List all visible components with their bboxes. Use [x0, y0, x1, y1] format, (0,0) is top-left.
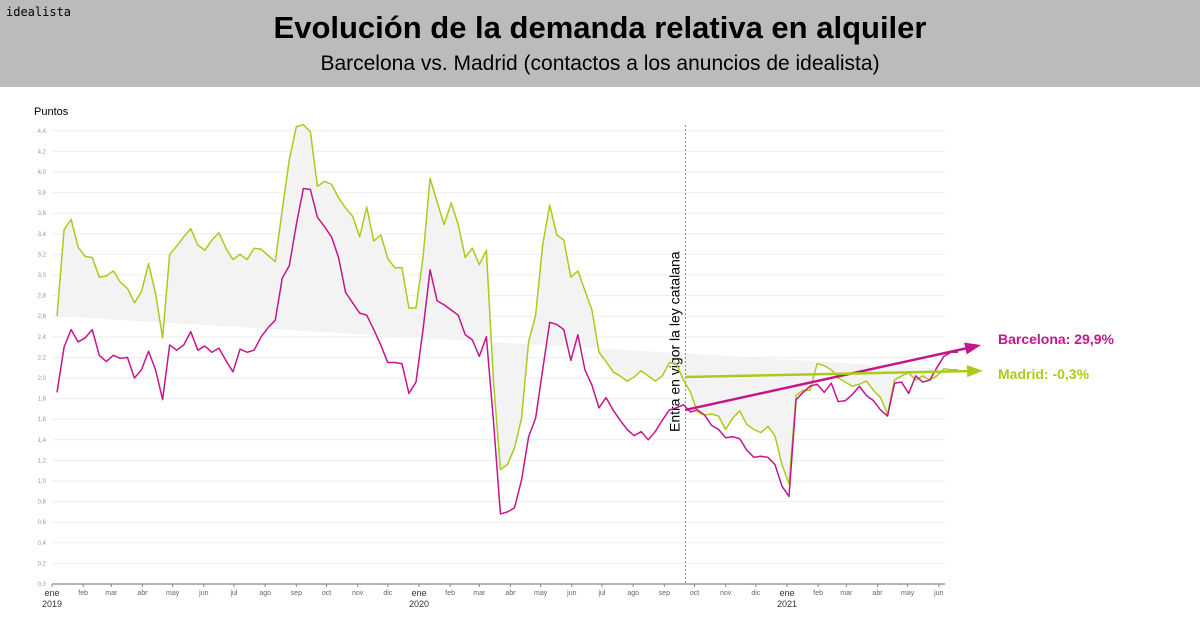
y-tick-label: 3,6	[38, 211, 47, 217]
y-tick-label: 0,4	[38, 541, 47, 547]
y-tick-label: 2,6	[38, 314, 47, 320]
x-tick-label: ago	[259, 590, 271, 597]
y-tick-label: 1,2	[38, 458, 47, 464]
y-tick-label: 3,4	[38, 232, 47, 238]
x-tick-label: oct	[322, 590, 331, 597]
trend-arrow-line	[685, 369, 968, 379]
x-tick-label: jun	[933, 590, 943, 597]
series-lines	[56, 123, 958, 515]
x-tick-label: nov	[720, 590, 732, 597]
x-tick-label: ene	[779, 588, 794, 598]
x-tick-label: abr	[137, 590, 148, 597]
x-tick-label: abr	[872, 590, 883, 597]
y-tick-label: 2,8	[38, 294, 47, 300]
x-tick-label: mar	[840, 590, 853, 597]
area-fill	[57, 124, 958, 485]
x-tick-label: dic	[751, 590, 760, 597]
area-between-series	[57, 124, 958, 485]
x-tick-label: ene	[411, 588, 426, 598]
y-tick-label: 1,0	[38, 479, 47, 485]
x-tick-label: jul	[597, 590, 605, 597]
x-tick-label: sep	[291, 590, 302, 597]
y-axis-label: Puntos	[34, 106, 69, 118]
legend-label-madrid: Madrid: -0,3%	[998, 366, 1090, 382]
x-year-label: 2019	[42, 599, 62, 609]
y-tick-label: 1,8	[38, 397, 47, 403]
y-tick-label: 4,2	[38, 149, 47, 155]
x-tick-label: nov	[352, 590, 364, 597]
y-tick-label: 2,4	[38, 335, 47, 341]
y-tick-label: 3,2	[38, 252, 47, 258]
chart-subtitle: Barcelona vs. Madrid (contactos a los an…	[320, 52, 880, 75]
event-label: Entra en vigor la ley catalana	[666, 251, 682, 432]
y-tick-label: 0,6	[38, 520, 47, 526]
y-tick-label: 1,4	[38, 438, 47, 444]
arrow-head-icon	[966, 365, 984, 378]
header: idealista Evolución de la demanda relati…	[0, 0, 1200, 87]
series-line-barcelona	[56, 187, 958, 515]
x-year-label: 2020	[409, 599, 429, 609]
series-line-madrid	[56, 123, 958, 485]
y-tick-label: 3,0	[38, 273, 47, 279]
event-marker: Entra en vigor la ley catalana	[666, 125, 686, 584]
chart-title: Evolución de la demanda relativa en alqu…	[273, 10, 927, 45]
x-tick-label: jul	[229, 590, 237, 597]
y-tick-label: 2,2	[38, 355, 47, 361]
trend-arrows: Barcelona: 29,9% Madrid: -0,3%	[685, 331, 1114, 412]
y-tick-label: 3,8	[38, 191, 47, 197]
x-tick-label: mar	[105, 590, 118, 597]
x-tick-label: oct	[690, 590, 699, 597]
x-tick-label: feb	[78, 590, 88, 597]
x-tick-label: jun	[198, 590, 208, 597]
x-tick-label: sep	[659, 590, 670, 597]
x-tick-label: may	[534, 590, 548, 597]
x-tick-label: feb	[813, 590, 823, 597]
y-tick-label: 4,0	[38, 170, 47, 176]
x-tick-label: may	[901, 590, 915, 597]
x-tick-label: ago	[627, 590, 639, 597]
x-tick-label: dic	[383, 590, 392, 597]
brand-logo: idealista	[6, 5, 72, 19]
x-tick-label: feb	[445, 590, 455, 597]
x-tick-label: abr	[505, 590, 516, 597]
legend-label-barcelona: Barcelona: 29,9%	[998, 331, 1114, 347]
arrow-head-icon	[964, 342, 982, 355]
y-tick-label: 1,6	[38, 417, 47, 423]
y-tick-label: 4,4	[38, 129, 47, 135]
y-tick-label: 0,8	[38, 500, 47, 506]
y-tick-label: 2,0	[38, 376, 47, 382]
x-tick-label: mar	[473, 590, 486, 597]
y-tick-label: 0,2	[38, 561, 47, 567]
x-tick-label: ene	[44, 588, 59, 598]
y-tick-label: 0,0	[38, 582, 47, 588]
x-tick-label: jun	[566, 590, 576, 597]
trend-arrow-line	[685, 347, 966, 412]
grid: 0,0 0,2 0,4 0,6 0,8 1,0 1,2 1,4 1,6 1,8 2,0 2,2 2,4 2…	[38, 129, 945, 588]
x-tick-label: may	[166, 590, 180, 597]
x-year-label: 2021	[777, 599, 797, 609]
